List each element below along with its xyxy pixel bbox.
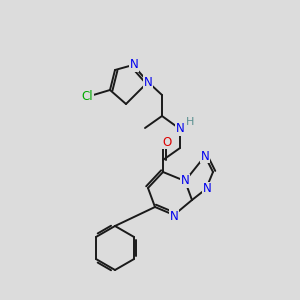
Text: N: N: [130, 58, 138, 71]
Text: Cl: Cl: [81, 89, 93, 103]
Text: N: N: [201, 149, 209, 163]
Text: N: N: [144, 76, 152, 88]
Text: H: H: [186, 117, 194, 127]
Text: N: N: [181, 175, 189, 188]
Text: N: N: [176, 122, 184, 136]
Text: N: N: [202, 182, 211, 196]
Text: N: N: [169, 209, 178, 223]
Text: O: O: [162, 136, 172, 148]
